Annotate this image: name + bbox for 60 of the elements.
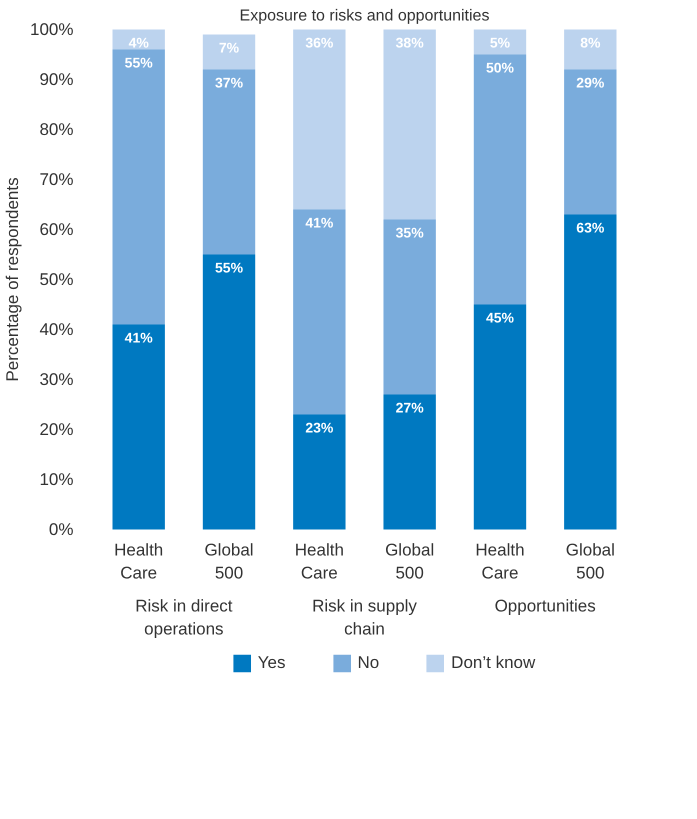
y-tick-label: 50% <box>39 270 74 289</box>
x-tick-label: Health Care <box>475 540 525 582</box>
legend-label: Don’t know <box>451 653 536 673</box>
data-label: 45% <box>486 310 515 326</box>
bar <box>202 34 256 70</box>
data-label: 7% <box>218 40 240 56</box>
bar <box>564 214 616 530</box>
bar <box>293 210 346 414</box>
x-tick-label: Health Care <box>114 540 164 582</box>
text: Opportunities <box>494 596 596 616</box>
data-label: 50% <box>486 60 515 76</box>
y-axis-title: Percentage of respondents <box>3 177 22 382</box>
x-tick-label: Global 500 <box>566 540 615 582</box>
y-tick-label: 40% <box>39 320 74 339</box>
bar <box>564 30 616 70</box>
bar <box>202 70 256 254</box>
data-label: 41% <box>124 330 154 346</box>
y-tick-label: 60% <box>39 220 74 239</box>
data-label: 36% <box>305 34 334 50</box>
data-label: 41% <box>305 214 334 230</box>
text: Risk in supply chain <box>312 596 418 638</box>
y-tick-label: 100% <box>30 20 74 39</box>
bar <box>383 30 436 220</box>
legend-label: No <box>357 653 380 673</box>
data-label: 29% <box>576 74 605 90</box>
text: Risk in direct operations <box>135 596 233 638</box>
data-label: 38% <box>396 34 424 50</box>
bar <box>112 324 165 530</box>
y-tick-label: 80% <box>39 120 74 139</box>
y-tick-label: 90% <box>39 70 74 89</box>
x-tick-label: Global 500 <box>204 540 254 582</box>
data-label: 55% <box>124 54 154 70</box>
y-tick-label: 70% <box>39 170 74 189</box>
legend-label: Yes <box>258 653 286 673</box>
bar <box>293 414 346 530</box>
y-tick-label: 30% <box>39 370 74 389</box>
chart-title: Exposure to risks and opportunities <box>240 8 490 24</box>
y-tick-label: 20% <box>39 420 74 439</box>
data-label: 55% <box>215 260 244 276</box>
bar <box>474 304 526 530</box>
data-label: 23% <box>305 420 334 436</box>
bar <box>383 394 436 530</box>
bar <box>202 254 256 530</box>
bar <box>293 30 346 210</box>
y-tick-label: 10% <box>39 470 74 489</box>
x-tick-label: Health Care <box>294 540 344 582</box>
data-label: 5% <box>490 34 511 50</box>
data-label: 8% <box>580 34 601 50</box>
bar <box>383 220 436 394</box>
bar <box>112 50 165 324</box>
data-label: 63% <box>576 220 605 236</box>
bar <box>474 30 526 54</box>
bar <box>474 54 526 304</box>
x-tick-label: Global 500 <box>385 540 434 582</box>
y-tick-label: 0% <box>48 520 74 539</box>
data-label: 35% <box>396 224 424 240</box>
data-label: 37% <box>215 74 244 90</box>
data-label: 27% <box>396 400 424 416</box>
bar <box>564 70 616 214</box>
data-label: 4% <box>128 34 150 50</box>
